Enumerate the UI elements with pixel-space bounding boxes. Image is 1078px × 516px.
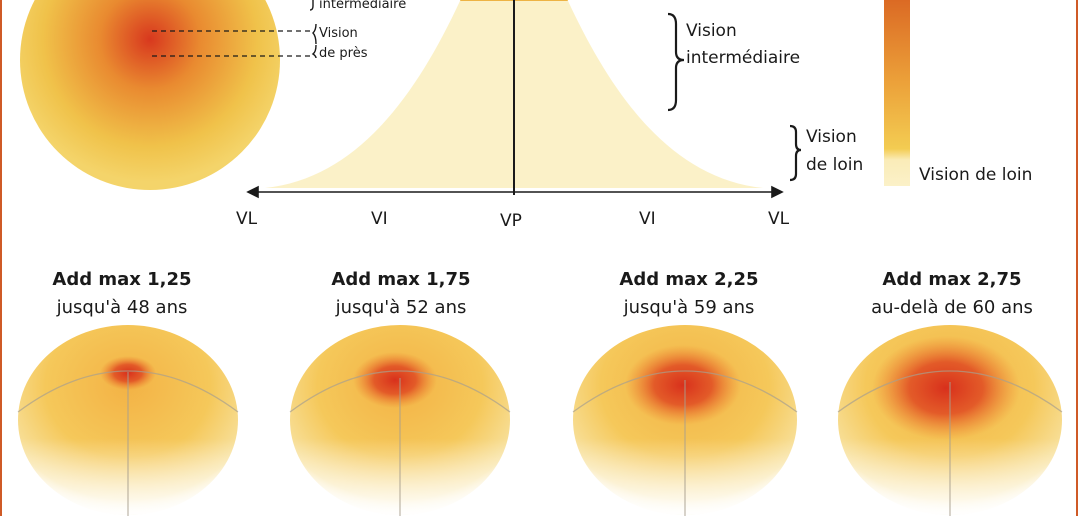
disc-brackets (309, 0, 317, 59)
axis-tick-vi-left: VI (371, 209, 388, 229)
disc-label-intermediate: intermédiaire (319, 0, 407, 12)
profile-label-far-line1: Vision (806, 127, 857, 147)
lens-2-subtitle: jusqu'à 52 ans (335, 297, 467, 318)
lens-4-subtitle: au-delà de 60 ans (871, 297, 1033, 318)
disc-label-near-line2: de près (319, 46, 368, 61)
profile-label-intermediate-line2: intermédiaire (686, 48, 801, 68)
lens-1 (17, 325, 239, 516)
profile-axis (246, 185, 784, 199)
axis-tick-vl-left: VL (236, 209, 258, 229)
lens-2-title: Add max 1,75 (331, 269, 471, 290)
lens-1-title: Add max 1,25 (52, 269, 192, 290)
profile-label-intermediate-line1: Vision (686, 21, 737, 41)
left-frame-border (0, 0, 2, 516)
lens-4-title: Add max 2,75 (882, 269, 1022, 290)
gradient-bar-label: Vision de loin (919, 165, 1033, 185)
lens-3 (572, 325, 798, 516)
lens-3-title: Add max 2,25 (619, 269, 759, 290)
lens-2 (289, 325, 511, 516)
axis-tick-vl-right: VL (768, 209, 790, 229)
vision-gradient-bar (884, 0, 910, 186)
profile-brackets (667, 12, 802, 182)
right-frame-border (1076, 0, 1078, 516)
profile-label-far-line2: de loin (806, 155, 864, 175)
lens-3-subtitle: jusqu'à 59 ans (623, 297, 755, 318)
lens-4 (837, 325, 1063, 516)
progressive-lens-disc (20, 0, 280, 190)
axis-tick-vp: VP (500, 211, 522, 231)
lens-1-subtitle: jusqu'à 48 ans (56, 297, 188, 318)
axis-tick-vi-right: VI (639, 209, 656, 229)
disc-label-near-line1: Vision (319, 26, 358, 41)
